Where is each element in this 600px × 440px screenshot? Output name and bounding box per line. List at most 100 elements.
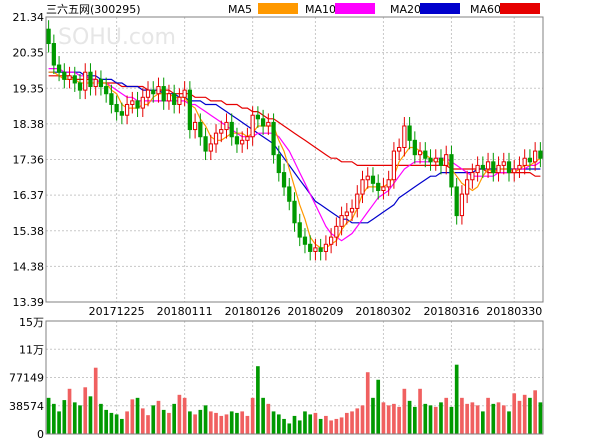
volume-bar: [454, 364, 459, 434]
candle: [381, 177, 386, 200]
volume-bar: [188, 411, 192, 434]
volume-bar: [475, 405, 480, 434]
volume-bar: [444, 397, 449, 434]
volume-bar: [334, 418, 339, 434]
volume-bar: [156, 400, 161, 434]
volume-bar: [501, 405, 506, 434]
candle: [318, 238, 323, 261]
candle: [51, 34, 56, 74]
candle: [250, 106, 255, 146]
candle: [297, 213, 302, 247]
volume-bar: [109, 412, 114, 434]
price-tick-label: 18.38: [13, 118, 45, 131]
candle: [177, 88, 182, 114]
volume-bar: [428, 405, 433, 434]
volume-bar: [449, 406, 454, 434]
volume-bar: [329, 420, 333, 434]
candle: [67, 66, 72, 89]
candle: [156, 77, 161, 103]
volume-bar: [313, 412, 318, 434]
volume-bar: [135, 397, 140, 434]
date-tick-label: 20180126: [225, 305, 281, 318]
volume-bar: [402, 388, 407, 434]
candle: [187, 81, 192, 139]
candle: [391, 142, 397, 189]
candle: [260, 109, 266, 135]
volume-bar: [460, 397, 464, 434]
candle: [412, 131, 417, 164]
volume-bar: [324, 415, 328, 434]
candle: [182, 81, 187, 107]
volume-tick-label: 11万: [19, 343, 44, 356]
volume-bar: [172, 403, 177, 434]
candle: [281, 163, 287, 196]
candle: [172, 84, 177, 114]
volume-bar: [507, 411, 511, 434]
candle: [417, 142, 423, 164]
candle: [240, 131, 245, 153]
price-tick-label: 15.38: [13, 225, 45, 238]
candle: [454, 177, 459, 225]
price-tick-label: 13.39: [13, 296, 45, 309]
ma10-line: [48, 67, 541, 242]
candle: [360, 170, 365, 204]
candle: [104, 77, 109, 103]
candle: [308, 235, 313, 261]
candle: [438, 149, 444, 175]
candle: [334, 217, 339, 247]
volume-bar: [203, 405, 208, 434]
volume-bar: [308, 414, 313, 434]
volume-tick-label: 38574: [9, 400, 44, 413]
volume-bar: [538, 402, 543, 434]
candle: [538, 142, 543, 168]
candle: [376, 174, 381, 200]
candle: [533, 142, 538, 171]
legend-label: MA60: [470, 3, 501, 16]
volume-bar: [104, 409, 108, 434]
volume-bar: [297, 420, 302, 434]
candle: [192, 113, 198, 139]
candle: [88, 63, 93, 96]
volume-bar: [350, 411, 354, 434]
volume-bar: [266, 403, 271, 434]
candle: [114, 95, 119, 121]
candle: [449, 145, 454, 196]
volume-bar: [470, 402, 475, 434]
legend-swatch: [335, 3, 375, 14]
volume-bar: [344, 412, 349, 434]
candle: [465, 170, 470, 204]
volume-bar: [512, 393, 517, 434]
volume-bar: [88, 396, 93, 434]
candle: [428, 149, 433, 171]
volume-bar: [287, 423, 292, 434]
volume-tick-label: 0: [37, 428, 44, 440]
volume-bar: [418, 388, 422, 434]
candle: [522, 149, 527, 175]
volume-bar: [140, 408, 145, 434]
watermark-text: SOHU.com: [58, 25, 176, 50]
candle: [198, 113, 203, 146]
volume-bars: [46, 364, 543, 434]
x-axis-labels: 20171225 20180111 20180126 20180209 20180302…: [89, 305, 543, 318]
volume-bar: [219, 415, 224, 434]
candle: [208, 134, 213, 161]
candle: [77, 74, 83, 100]
price-tick-label: 21.34: [13, 11, 45, 24]
volume-bar: [177, 394, 182, 434]
date-tick-label: 20180330: [486, 305, 542, 318]
candle: [124, 95, 130, 125]
price-tick-label: 19.35: [13, 82, 45, 95]
volume-bar: [240, 411, 245, 434]
volume-bar: [412, 406, 417, 434]
legend-label: MA20: [390, 3, 421, 16]
candle: [234, 127, 240, 153]
candle: [271, 113, 276, 164]
volume-bar: [376, 379, 381, 434]
volume-bar: [193, 414, 197, 434]
volume-bar: [151, 405, 156, 434]
volume-bar: [198, 409, 203, 434]
volume-bar: [365, 372, 370, 434]
volume-bar: [433, 406, 438, 434]
candle: [349, 199, 355, 221]
